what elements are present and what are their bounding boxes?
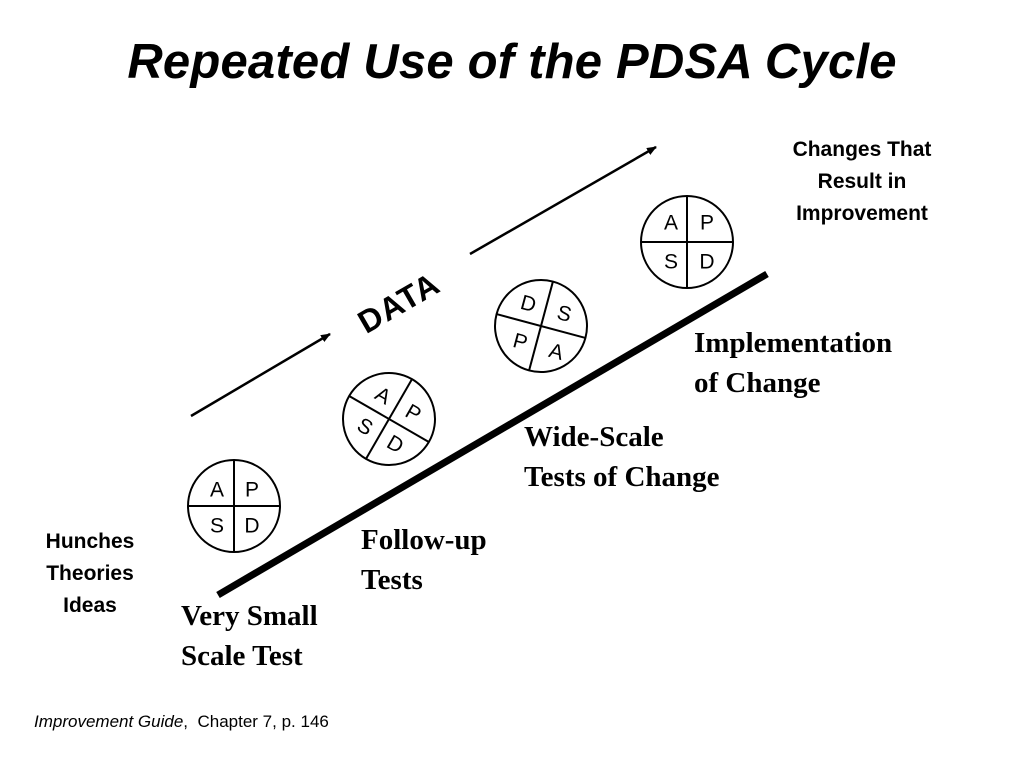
implementation-line-2: of Change <box>694 367 821 399</box>
cycle-1-study: S <box>210 515 224 538</box>
pdsa-cycle-4: A P S D <box>640 195 734 289</box>
cycle-3-plan: P <box>511 329 530 355</box>
pdsa-cycle-1: A P S D <box>187 459 281 553</box>
follow-up-line-2: Tests <box>361 564 423 596</box>
very-small-line-1: Very Small <box>181 600 318 632</box>
citation-book: Improvement Guide <box>34 712 184 731</box>
pdsa-cycle-3: D S P A <box>494 279 588 373</box>
citation-separator: , <box>183 712 189 731</box>
changes-line-2: Result in <box>817 170 907 193</box>
citation-location: Chapter 7, p. 146 <box>197 712 329 731</box>
cycle-3-study: S <box>555 301 574 327</box>
pdsa-cycle-2: A P S D <box>342 372 436 466</box>
data-label: DATA <box>352 265 446 340</box>
cycle-4-act: A <box>664 212 678 235</box>
implementation-label: Implementation of Change <box>694 323 892 403</box>
citation: Improvement Guide, Chapter 7, p. 146 <box>34 712 329 732</box>
wide-scale-label: Wide-Scale Tests of Change <box>524 417 720 497</box>
cycle-4-do: D <box>699 251 714 274</box>
cycle-1-plan: P <box>245 479 259 502</box>
hunches-label: Hunches Theories Ideas <box>20 526 160 622</box>
changes-label: Changes That Result in Improvement <box>766 134 958 230</box>
data-arrow-upper <box>469 145 657 256</box>
page-title: Repeated Use of the PDSA Cycle <box>127 35 897 89</box>
changes-line-3: Improvement <box>796 202 928 225</box>
data-arrow-lower <box>190 332 331 418</box>
wide-scale-line-2: Tests of Change <box>524 461 720 493</box>
cycle-4-study: S <box>664 251 678 274</box>
hunches-line-3: Ideas <box>63 594 117 617</box>
hunches-line-1: Hunches <box>45 530 135 553</box>
very-small-scale-label: Very Small Scale Test <box>181 596 318 676</box>
follow-up-line-1: Follow-up <box>361 524 487 556</box>
very-small-line-2: Scale Test <box>181 640 303 672</box>
cycle-1-act: A <box>210 479 224 502</box>
cycle-3-act: A <box>547 339 566 365</box>
wide-scale-line-1: Wide-Scale <box>524 421 664 453</box>
cycle-1-do: D <box>244 515 259 538</box>
improvement-ramp-line <box>216 270 769 599</box>
cycle-3-do: D <box>518 291 539 317</box>
implementation-line-1: Implementation <box>694 327 893 359</box>
hunches-line-2: Theories <box>46 562 134 585</box>
cycle-4-plan: P <box>700 212 714 235</box>
follow-up-label: Follow-up Tests <box>361 520 487 600</box>
changes-line-1: Changes That <box>792 138 932 161</box>
